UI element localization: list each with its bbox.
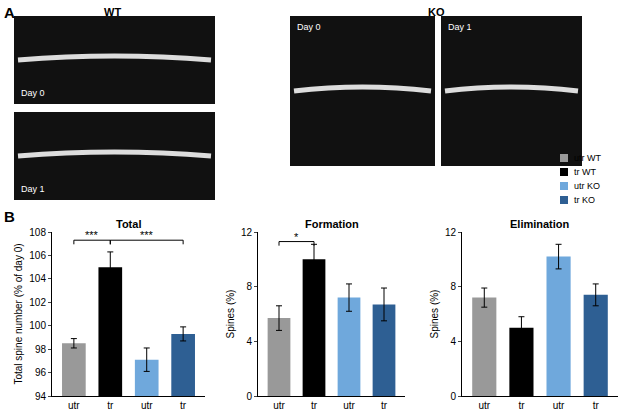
svg-text:96: 96 xyxy=(35,367,47,378)
svg-text:utr: utr xyxy=(478,400,490,411)
svg-text:108: 108 xyxy=(29,227,46,238)
svg-text:12: 12 xyxy=(241,227,253,238)
svg-text:Day 1: Day 1 xyxy=(448,22,472,32)
svg-text:Formation: Formation xyxy=(305,218,359,230)
svg-text:utr: utr xyxy=(343,400,355,411)
svg-text:104: 104 xyxy=(29,273,46,284)
svg-text:utr: utr xyxy=(141,400,153,411)
svg-text:8: 8 xyxy=(450,281,456,292)
svg-text:102: 102 xyxy=(29,297,46,308)
svg-text:tr: tr xyxy=(311,400,318,411)
svg-text:Spines (%): Spines (%) xyxy=(429,290,440,339)
svg-text:utr KO: utr KO xyxy=(574,181,600,191)
svg-text:A: A xyxy=(4,4,15,21)
svg-text:***: *** xyxy=(85,229,99,241)
svg-text:tr: tr xyxy=(593,400,600,411)
svg-text:Day 0: Day 0 xyxy=(21,88,45,98)
svg-text:*: * xyxy=(294,231,299,243)
svg-text:tr: tr xyxy=(107,400,114,411)
svg-text:8: 8 xyxy=(246,281,252,292)
svg-text:tr KO: tr KO xyxy=(574,195,595,205)
svg-text:tr: tr xyxy=(518,400,525,411)
svg-text:tr WT: tr WT xyxy=(574,167,596,177)
svg-text:Day 1: Day 1 xyxy=(21,184,45,194)
svg-text:WT: WT xyxy=(104,6,121,18)
svg-text:Day 0: Day 0 xyxy=(297,22,321,32)
svg-text:Total spine number (% of day 0: Total spine number (% of day 0) xyxy=(13,243,24,384)
svg-text:Total: Total xyxy=(116,218,141,230)
svg-text:tr: tr xyxy=(180,400,187,411)
svg-text:utr: utr xyxy=(68,400,80,411)
svg-text:B: B xyxy=(4,208,15,225)
svg-text:12: 12 xyxy=(445,227,457,238)
svg-text:100: 100 xyxy=(29,320,46,331)
svg-text:KO: KO xyxy=(428,6,445,18)
svg-text:Spines (%): Spines (%) xyxy=(225,290,236,339)
svg-text:4: 4 xyxy=(246,336,252,347)
svg-text:***: *** xyxy=(140,229,154,241)
svg-text:Elimination: Elimination xyxy=(510,218,570,230)
svg-text:4: 4 xyxy=(450,336,456,347)
svg-text:0: 0 xyxy=(450,391,456,402)
svg-text:98: 98 xyxy=(35,344,47,355)
svg-text:94: 94 xyxy=(35,391,47,402)
svg-text:utr WT: utr WT xyxy=(574,153,601,163)
svg-text:utr: utr xyxy=(273,400,285,411)
svg-text:0: 0 xyxy=(246,391,252,402)
svg-text:tr: tr xyxy=(381,400,388,411)
svg-text:utr: utr xyxy=(553,400,565,411)
svg-text:106: 106 xyxy=(29,250,46,261)
